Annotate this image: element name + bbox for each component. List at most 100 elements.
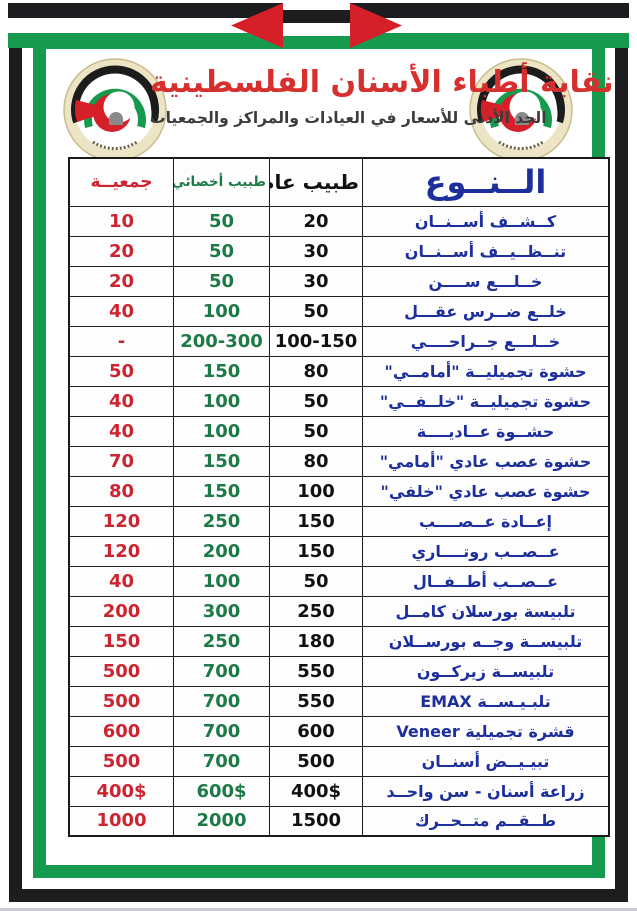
general-doctor-price: 180 — [269, 625, 363, 657]
table-row: قشرة تجميلية Veneer 600 700 600 — [68, 715, 610, 747]
specialist-doctor-price: 150 — [173, 355, 270, 387]
flag-stripe-black — [8, 3, 283, 18]
general-doctor-price: 550 — [269, 655, 363, 687]
specialist-doctor-price: 150 — [173, 445, 270, 477]
procedure-name: حشوة تجميليــة "خلــفــي" — [362, 385, 610, 417]
table-row: تلبيســة زيركــون 550 700 500 — [68, 655, 610, 687]
specialist-doctor-price: 50 — [173, 265, 270, 297]
general-doctor-price: 150 — [269, 535, 363, 567]
flag-stripe-black — [350, 3, 629, 18]
procedure-name: حشوة تجميليــة "أمامــي" — [362, 355, 610, 387]
procedure-name: حشــوة عــاديــــة — [362, 415, 610, 447]
association-price: 500 — [68, 655, 174, 687]
specialist-doctor-price: 100 — [173, 415, 270, 447]
procedure-name: خــلـــع جــراحــــي — [362, 325, 610, 357]
specialist-doctor-price: 250 — [173, 505, 270, 537]
specialist-doctor-price: 700 — [173, 655, 270, 687]
procedure-name: تلبيســة وجــه بورســلان — [362, 625, 610, 657]
association-price: 1000 — [68, 805, 174, 837]
association-price: 40 — [68, 385, 174, 417]
association-price: 10 — [68, 205, 174, 237]
general-doctor-price: 600 — [269, 715, 363, 747]
general-doctor-price: 500 — [269, 745, 363, 777]
specialist-doctor-price: 700 — [173, 685, 270, 717]
association-price: - — [68, 325, 174, 357]
procedure-name: تلبيسة بورسلان كامــل — [362, 595, 610, 627]
price-table-header: الــنــوع طبيب عام طبيب أخصائي جمعيــة — [68, 157, 610, 207]
table-row: حشــوة عــاديــــة 50 100 40 — [68, 415, 610, 447]
procedure-name: حشوة عصب عادي "أمامي" — [362, 445, 610, 477]
table-row: تبيـيــض أسنــان 500 700 500 — [68, 745, 610, 777]
procedure-name: عــصــب روتــــاري — [362, 535, 610, 567]
specialist-doctor-price: 100 — [173, 295, 270, 327]
general-doctor-price: 80 — [269, 445, 363, 477]
procedure-name: تنــظــيــف أســنــان — [362, 235, 610, 267]
table-row: كــشــف أســنــان 20 50 10 — [68, 205, 610, 237]
association-price: 50 — [68, 355, 174, 387]
specialist-doctor-price: 2000 — [173, 805, 270, 837]
association-price: 120 — [68, 505, 174, 537]
association-price: 500 — [68, 685, 174, 717]
general-doctor-price: 250 — [269, 595, 363, 627]
column-header-general-doctor: طبيب عام — [269, 157, 363, 207]
price-table: الــنــوع طبيب عام طبيب أخصائي جمعيــة ك… — [68, 157, 610, 837]
page-title: نقابة أطباء الأسنان الفلسطينية — [150, 65, 614, 100]
general-doctor-price: 100-150 — [269, 325, 363, 357]
table-row: حشوة عصب عادي "أمامي" 80 150 70 — [68, 445, 610, 477]
association-price: 150 — [68, 625, 174, 657]
specialist-doctor-price: 150 — [173, 475, 270, 507]
specialist-doctor-price: 200-300 — [173, 325, 270, 357]
procedure-name: تبيـيــض أسنــان — [362, 745, 610, 777]
general-doctor-price: 30 — [269, 235, 363, 267]
association-price: 80 — [68, 475, 174, 507]
table-row: حشوة تجميليــة "أمامــي" 80 150 50 — [68, 355, 610, 387]
procedure-name: طــقــم متــحــرك — [362, 805, 610, 837]
table-row: تلبيسة بورسلان كامــل 250 300 200 — [68, 595, 610, 627]
general-doctor-price: 50 — [269, 565, 363, 597]
specialist-doctor-price: 200 — [173, 535, 270, 567]
header-titles: نقابة أطباء الأسنان الفلسطينية الحد الأد… — [150, 64, 614, 127]
general-doctor-price: 550 — [269, 685, 363, 717]
flag-stripe-white — [350, 18, 629, 33]
procedure-name: خلــع ضــرس عقـــل — [362, 295, 610, 327]
dental-association-logo-icon — [63, 58, 167, 162]
association-price: 500 — [68, 745, 174, 777]
flag-stripe-green — [350, 33, 629, 48]
header-row: الــنــوع طبيب عام طبيب أخصائي جمعيــة — [68, 157, 610, 207]
table-row: خــلـــع جــراحــــي 100-150 200-300 - — [68, 325, 610, 357]
palestinian-flag-left — [8, 3, 283, 48]
table-row: تلبـيـســة EMAX 550 700 500 — [68, 685, 610, 717]
procedure-name: حشوة عصب عادي "خلفي" — [362, 475, 610, 507]
procedure-name: قشرة تجميلية Veneer — [362, 715, 610, 747]
general-doctor-price: 50 — [269, 295, 363, 327]
procedure-name: عــصــب أطــفــال — [362, 565, 610, 597]
procedure-name: زراعة أسنان - سن واحــد — [362, 775, 610, 807]
flag-triangle-icon — [231, 3, 283, 48]
general-doctor-price: 20 — [269, 205, 363, 237]
column-header-type: الــنــوع — [362, 157, 610, 207]
table-row: عــصــب روتــــاري 150 200 120 — [68, 535, 610, 567]
association-price: 20 — [68, 235, 174, 267]
association-price: 40 — [68, 415, 174, 447]
table-row: حشوة تجميليــة "خلــفــي" 50 100 40 — [68, 385, 610, 417]
table-row: إعــادة عــصــــب 150 250 120 — [68, 505, 610, 537]
flag-stripe-green — [8, 33, 283, 48]
association-price: 600 — [68, 715, 174, 747]
procedure-name: إعــادة عــصــــب — [362, 505, 610, 537]
general-doctor-price: 50 — [269, 385, 363, 417]
association-price: 120 — [68, 535, 174, 567]
price-table-body: كــشــف أســنــان 20 50 10 تنــظــيــف أ… — [68, 205, 610, 837]
page-subtitle: الحد الأدنى للأسعار في العيادات والمراكز… — [150, 108, 547, 127]
procedure-name: خــلـــع ســــن — [362, 265, 610, 297]
general-doctor-price: 80 — [269, 355, 363, 387]
table-row: تنــظــيــف أســنــان 30 50 20 — [68, 235, 610, 267]
column-header-specialist-doctor: طبيب أخصائي — [173, 157, 270, 207]
specialist-doctor-price: 100 — [173, 385, 270, 417]
general-doctor-price: 400$ — [269, 775, 363, 807]
general-doctor-price: 50 — [269, 415, 363, 447]
specialist-doctor-price: 700 — [173, 745, 270, 777]
specialist-doctor-price: 250 — [173, 625, 270, 657]
association-price: 70 — [68, 445, 174, 477]
general-doctor-price: 30 — [269, 265, 363, 297]
specialist-doctor-price: 700 — [173, 715, 270, 747]
